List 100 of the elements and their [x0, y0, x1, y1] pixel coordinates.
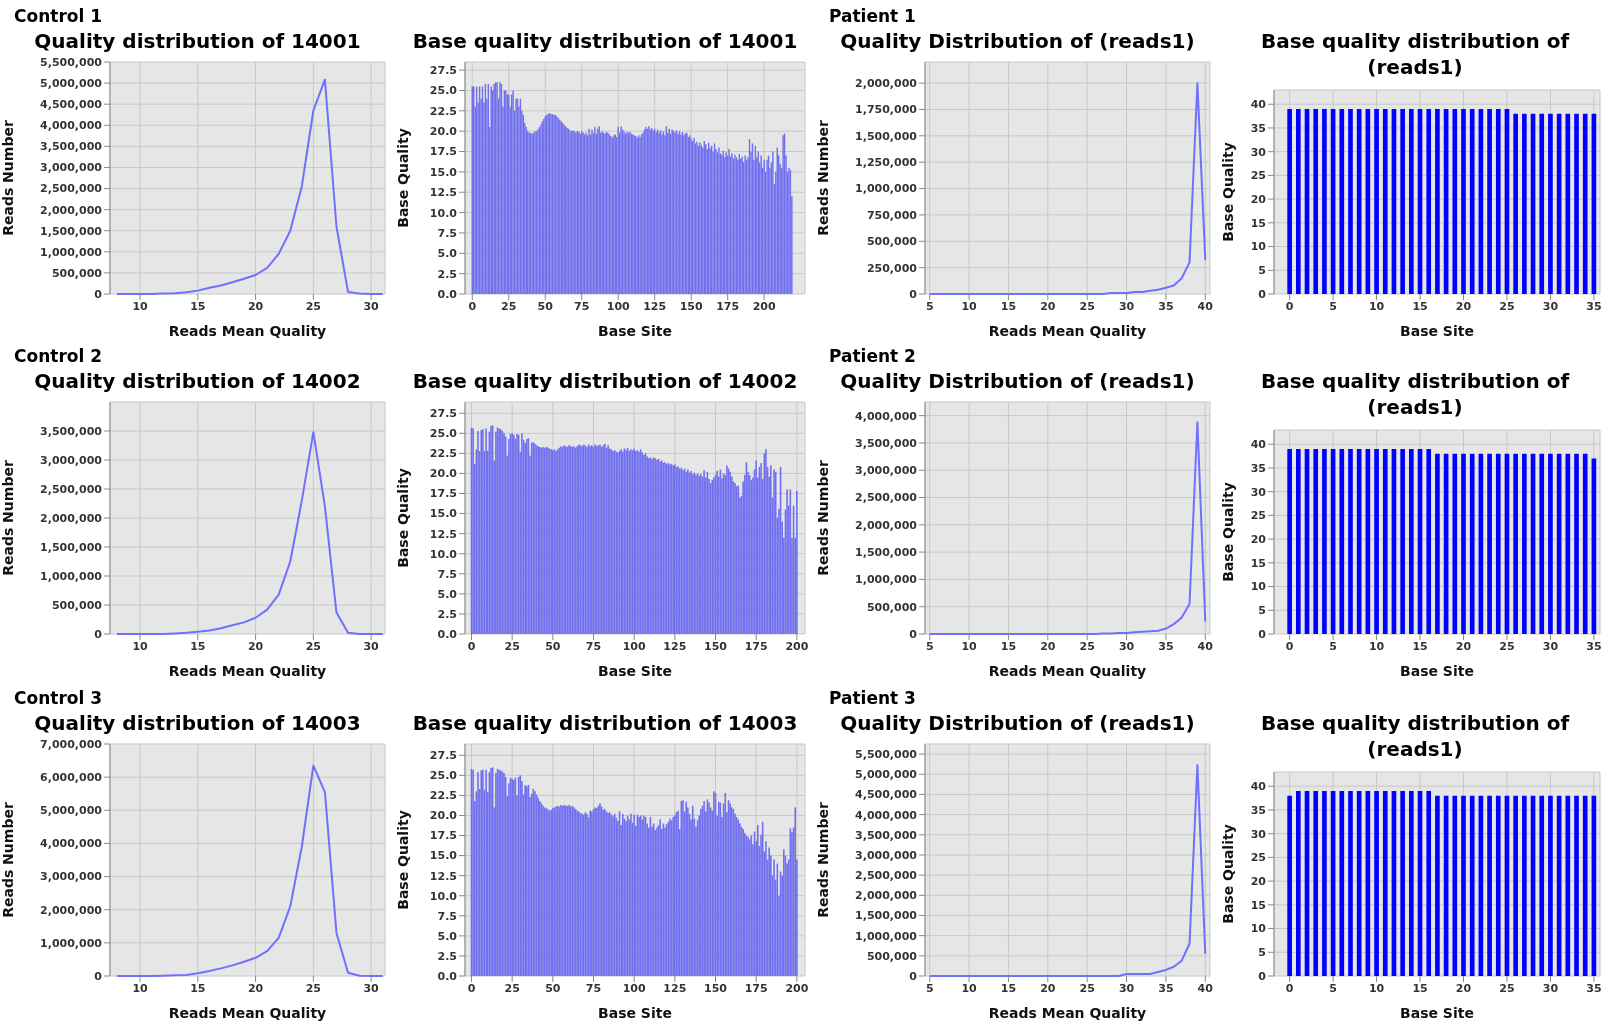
y-tick-label: 35 [1250, 461, 1266, 475]
y-tick-label: 5.0 [437, 929, 458, 943]
y-tick-label: 22.5 [429, 789, 457, 803]
x-tick-label: 10 [961, 299, 978, 313]
x-tick-label: 30 [1118, 981, 1135, 995]
x-tick-label: 150 [704, 981, 728, 995]
y-tick-label: 4,500,000 [40, 98, 103, 112]
y-tick-label: 1,500,000 [40, 540, 103, 554]
y-tick-label: 25.0 [429, 84, 458, 98]
y-tick-label: 10 [1250, 922, 1267, 936]
x-axis-title: Base Site [598, 323, 672, 339]
x-tick-label: 25 [504, 981, 520, 995]
x-tick-label: 5 [1329, 299, 1337, 313]
y-tick-label: 40 [1250, 780, 1267, 794]
x-tick-label: 100 [622, 981, 647, 995]
y-tick-label: 12.5 [429, 186, 457, 200]
y-tick-label: 12.5 [429, 869, 457, 883]
x-tick-label: 30 [363, 299, 380, 313]
x-tick-label: 175 [716, 299, 740, 313]
text: Patient 2 [829, 346, 916, 366]
y-tick-label: 25.0 [429, 427, 458, 441]
y-tick-label: 20 [1250, 875, 1267, 889]
x-tick-label: 75 [574, 299, 590, 313]
chart-title: Quality distribution of 14002 [33, 368, 362, 393]
y-tick-label: 4,000,000 [855, 409, 918, 423]
y-tick-label: 1,000,000 [40, 245, 103, 259]
y-tick-label: 1,500,000 [855, 129, 918, 143]
y-tick-label: 500,000 [866, 235, 918, 249]
x-axis-title: Reads Mean Quality [988, 1005, 1147, 1021]
x-tick-label: 25 [1499, 299, 1515, 313]
y-tick-label: 1,500,000 [855, 546, 918, 560]
x-axis-title: Reads Mean Quality [988, 323, 1147, 339]
y-tick-label: 250,000 [866, 261, 918, 275]
x-tick-label: 20 [1455, 299, 1472, 313]
x-tick-label: 30 [1118, 299, 1135, 313]
x-tick-label: 10 [132, 639, 149, 653]
y-tick-label: 1,000,000 [855, 929, 918, 943]
y-tick-label: 0 [1258, 969, 1267, 983]
y-tick-label: 3,500,000 [40, 140, 103, 154]
x-tick-label: 200 [785, 639, 809, 653]
y-tick-label: 2,000,000 [40, 903, 103, 917]
y-tick-label: 25 [1250, 851, 1266, 865]
x-tick-label: 20 [1040, 981, 1056, 995]
x-tick-label: 15 [190, 299, 206, 313]
x-axis-title: Base Site [598, 1005, 672, 1021]
x-tick-label: 20 [1455, 981, 1472, 995]
y-axis-title: Base Quality [1219, 482, 1236, 582]
y-tick-label: 17.5 [429, 487, 457, 501]
x-tick-label: 25 [305, 981, 322, 995]
y-tick-label: 2.5 [437, 949, 457, 963]
y-tick-label: 12.5 [429, 527, 457, 541]
y-tick-label: 0 [94, 627, 103, 641]
x-tick-label: 10 [1368, 299, 1385, 313]
y-axis-title: Reads Number [0, 802, 16, 918]
x-tick-label: 30 [1542, 981, 1559, 995]
y-tick-label: 5,000,000 [855, 768, 918, 782]
y-tick-label: 2,500,000 [855, 869, 918, 883]
y-tick-label: 5.0 [437, 247, 458, 261]
y-tick-label: 25 [1250, 509, 1266, 523]
x-axis-title: Reads Mean Quality [168, 323, 327, 339]
y-tick-label: 2.5 [437, 267, 457, 281]
x-axis-title: Base Site [1400, 323, 1474, 339]
x-tick-label: 30 [1118, 639, 1135, 653]
chart-title: Base quality distribution of (reads1) [1259, 28, 1571, 80]
chart-title: Base quality distribution of 14003 [411, 710, 799, 735]
y-tick-label: 25 [1250, 169, 1266, 183]
x-tick-label: 150 [679, 299, 703, 313]
y-tick-label: 0 [94, 969, 103, 983]
y-tick-label: 35 [1250, 803, 1266, 817]
y-axis-title: Base Quality [1219, 824, 1236, 924]
y-tick-label: 5,000,000 [40, 77, 103, 90]
x-tick-label: 125 [643, 299, 667, 313]
y-tick-label: 0 [909, 969, 918, 983]
x-tick-label: 20 [247, 981, 264, 995]
y-tick-label: 500,000 [866, 600, 918, 614]
chart-title: Quality Distribution of (reads1) [839, 710, 1196, 735]
y-axis-title: Base Quality [394, 810, 411, 910]
x-tick-label: 35 [1158, 639, 1174, 653]
y-tick-label: 20 [1250, 533, 1267, 547]
x-tick-label: 25 [1079, 639, 1095, 653]
y-axis-title: Reads Number [0, 460, 16, 576]
x-tick-label: 5 [925, 639, 934, 653]
text: Control 1 [14, 6, 103, 26]
y-axis-title: Base Quality [394, 128, 411, 228]
x-tick-label: 75 [585, 639, 602, 653]
y-tick-label: 27.5 [429, 64, 457, 78]
x-tick-label: 15 [190, 981, 206, 995]
x-tick-label: 25 [1499, 981, 1515, 995]
x-tick-label: 15 [1412, 299, 1428, 313]
y-tick-label: 2,000,000 [40, 511, 103, 525]
y-tick-label: 1,750,000 [855, 103, 918, 117]
y-tick-label: 500,000 [51, 598, 103, 612]
x-tick-label: 5 [925, 299, 934, 313]
x-tick-label: 40 [1197, 299, 1214, 313]
x-axis-title: Base Site [1400, 1005, 1474, 1021]
x-tick-label: 15 [1412, 981, 1428, 995]
y-tick-label: 0 [94, 287, 103, 301]
y-axis-title: Reads Number [814, 460, 831, 576]
y-tick-label: 3,000,000 [855, 464, 918, 478]
x-tick-label: 30 [363, 639, 380, 653]
